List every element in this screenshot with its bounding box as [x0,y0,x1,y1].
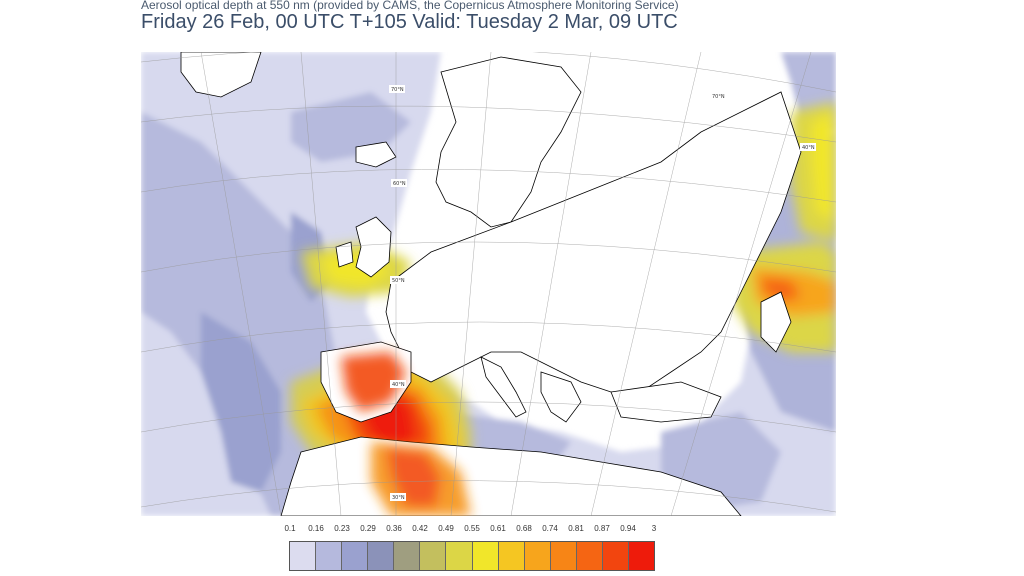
legend-tick: 0.74 [542,524,558,533]
legend-tick: 0.16 [308,524,324,533]
lat-label-70n-east: 70°N [710,92,726,100]
legend-swatch [472,542,499,570]
legend-tick: 0.55 [464,524,480,533]
graticule [141,52,836,516]
legend-tick-labels: 0.1 0.16 0.23 0.29 0.36 0.42 0.49 0.55 0… [276,524,666,536]
lat-label-40n: 40°N [390,380,406,388]
aerosol-map[interactable]: 70°N 60°N 50°N 40°N 30°N 70°N 40°N [141,52,836,516]
legend-tick: 0.36 [386,524,402,533]
legend-swatch [394,542,421,570]
legend-tick: 0.1 [284,524,296,533]
legend-swatch [316,542,343,570]
lat-label-60n: 60°N [391,179,407,187]
svg-text:30°N: 30°N [392,495,405,501]
legend-swatch [498,542,525,570]
legend-tick: 0.23 [334,524,350,533]
legend-tick: 0.42 [412,524,428,533]
legend-tick: 0.49 [438,524,454,533]
lat-label-30n: 30°N [390,493,406,501]
svg-text:60°N: 60°N [393,181,406,187]
legend-swatch [629,542,655,570]
map-subtitle: Aerosol optical depth at 550 nm (provide… [141,0,679,12]
legend-tick: 0.81 [568,524,584,533]
legend-swatch [368,542,395,570]
svg-text:50°N: 50°N [392,278,405,284]
lat-label-50n: 50°N [390,276,406,284]
color-legend [289,541,655,571]
latitude-labels: 70°N 60°N 50°N 40°N 30°N 70°N 40°N [389,85,816,501]
svg-text:70°N: 70°N [712,94,725,100]
legend-tick: 3 [651,524,657,533]
svg-text:40°N: 40°N [802,145,815,151]
svg-text:70°N: 70°N [391,87,404,93]
legend-tick: 0.94 [620,524,636,533]
legend-tick: 0.29 [360,524,376,533]
lat-label-70n: 70°N [389,85,405,93]
legend-swatch [576,542,603,570]
legend-swatch [290,542,317,570]
legend-swatch [446,542,473,570]
legend-swatch [524,542,551,570]
legend-tick: 0.87 [594,524,610,533]
map-title: Friday 26 Feb, 00 UTC T+105 Valid: Tuesd… [141,11,678,33]
legend-swatch [550,542,577,570]
legend-swatch [342,542,369,570]
legend-tick: 0.61 [490,524,506,533]
legend-swatch [602,542,630,570]
svg-text:40°N: 40°N [392,382,405,388]
lat-label-40n-east: 40°N [800,143,816,151]
legend-swatch [420,542,447,570]
legend-tick: 0.68 [516,524,532,533]
